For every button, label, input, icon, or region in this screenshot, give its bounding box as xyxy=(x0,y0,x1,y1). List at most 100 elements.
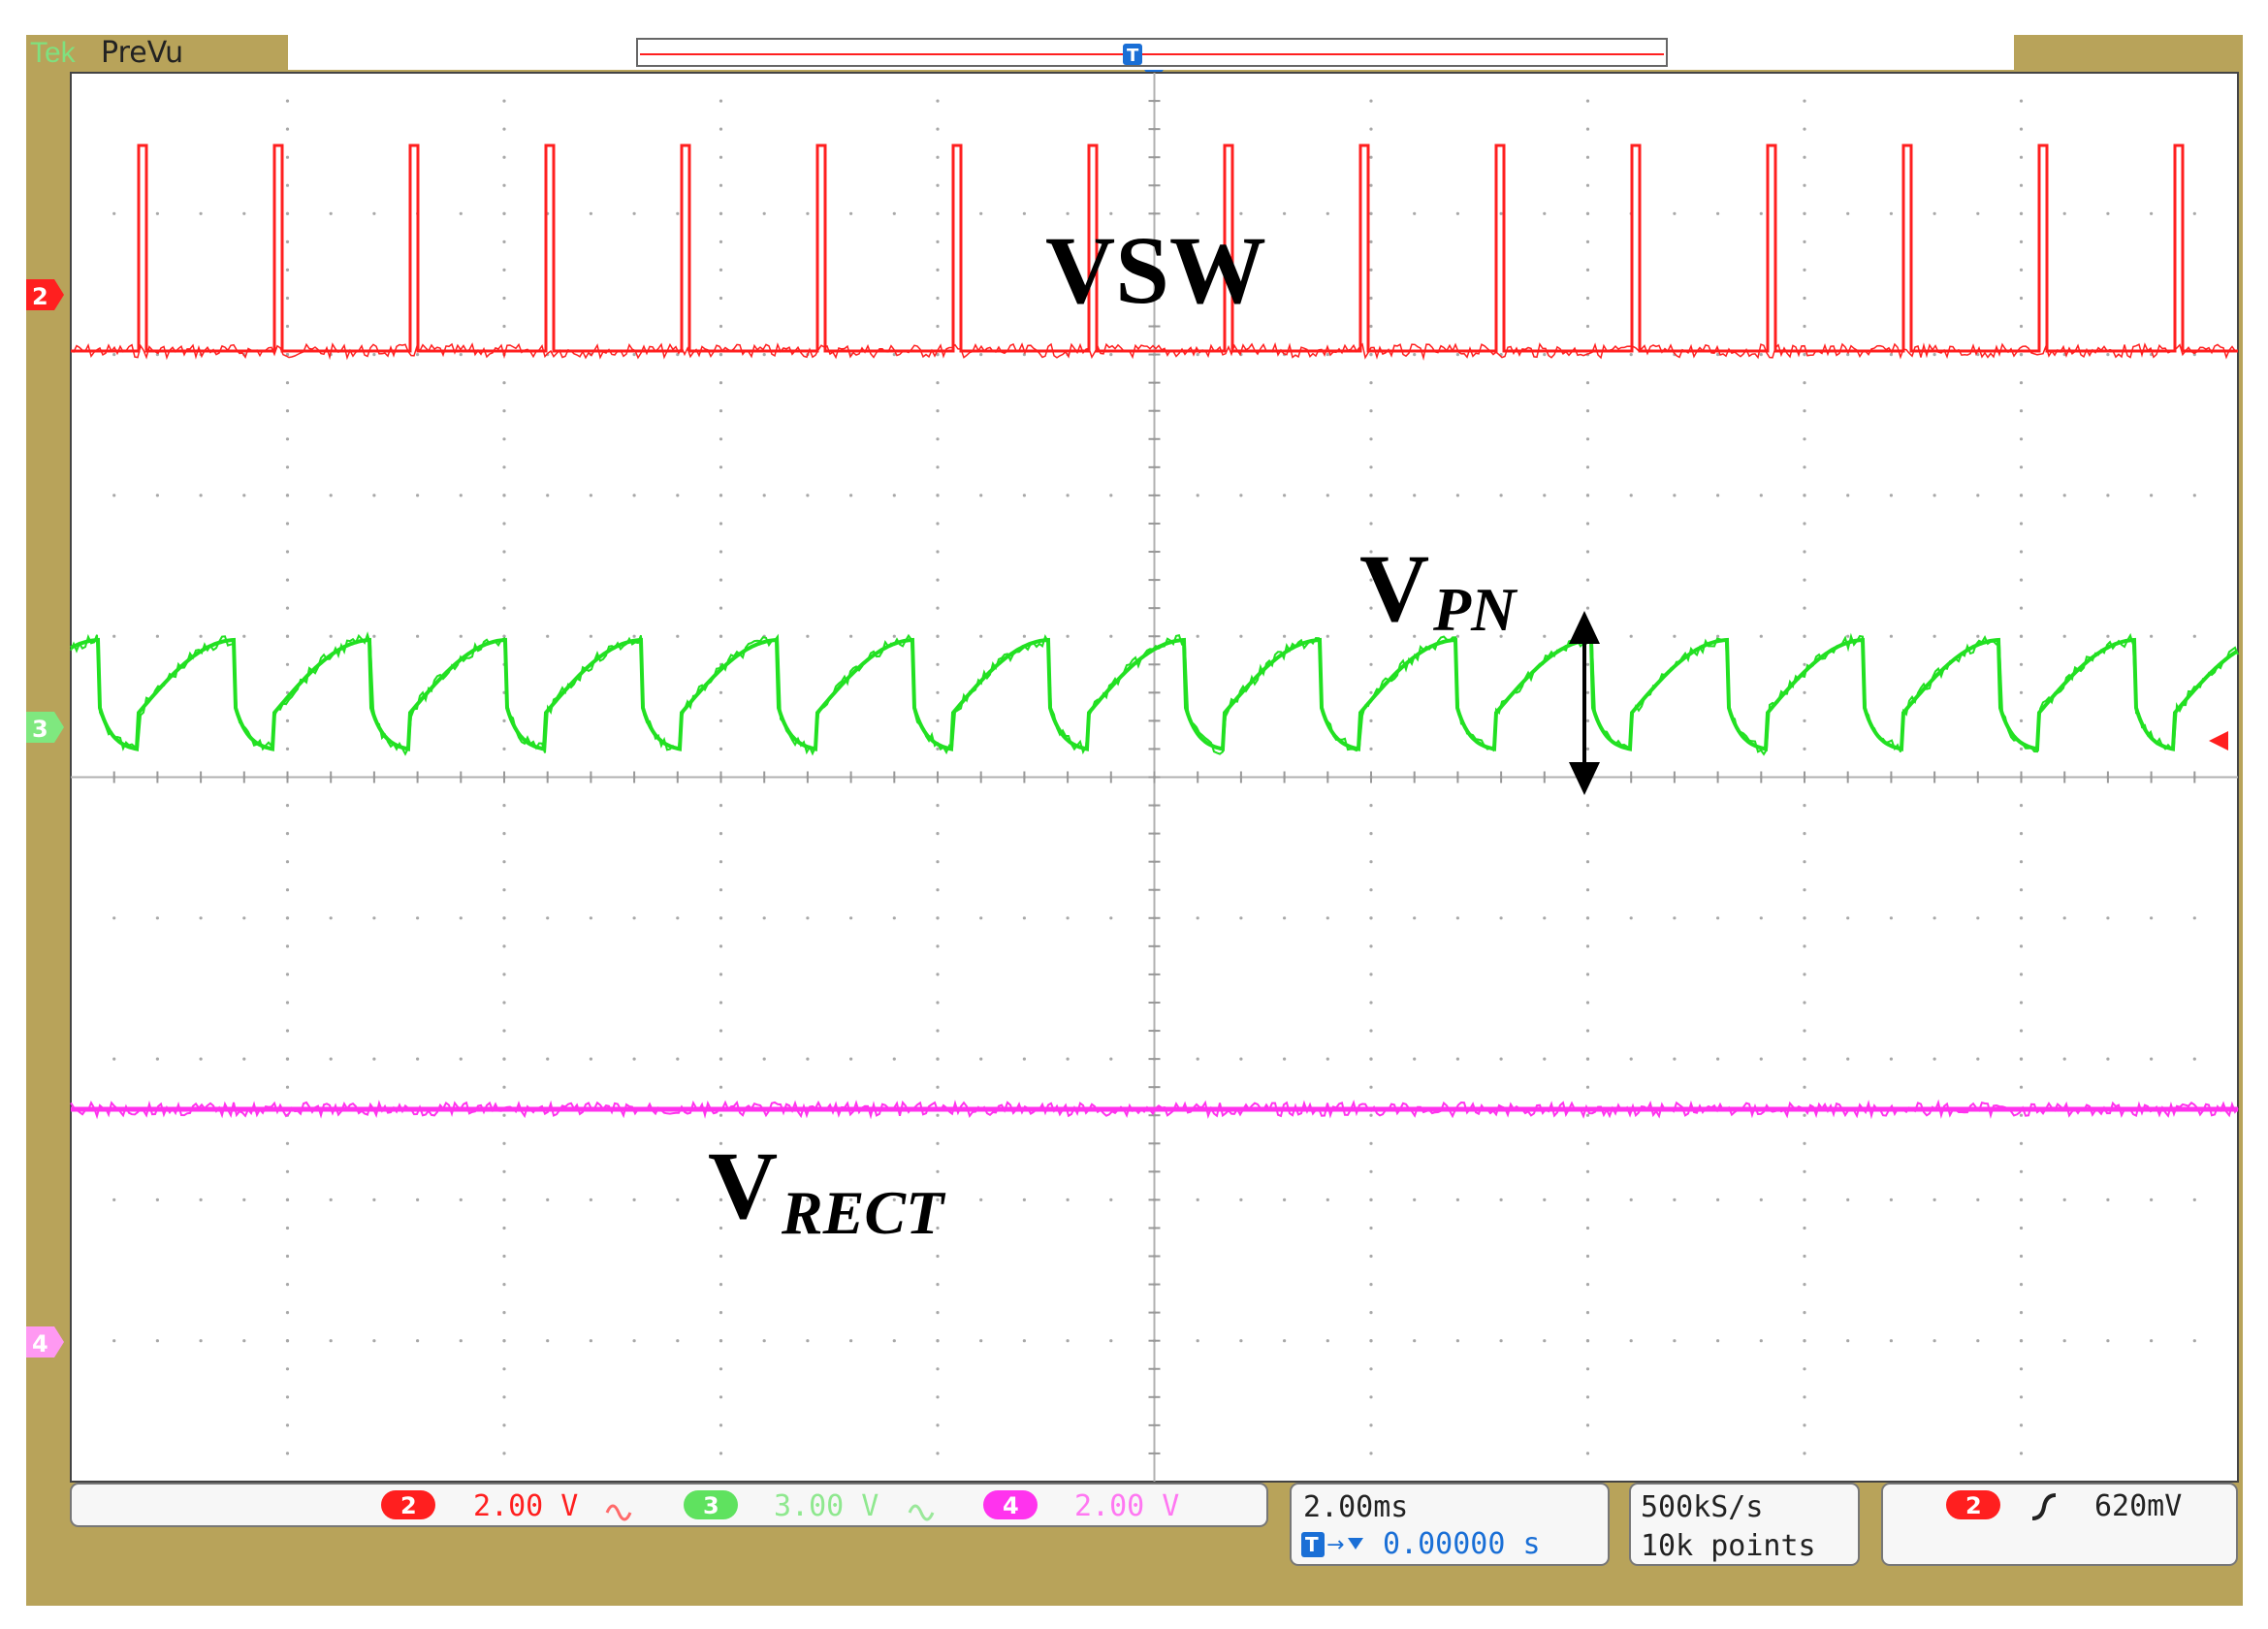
grid-dot xyxy=(1716,1339,1720,1343)
ch4-status-num: 4 xyxy=(1003,1492,1019,1519)
grid-dot xyxy=(1455,494,1459,497)
grid-dot xyxy=(1933,1057,1936,1061)
grid-dot xyxy=(1239,1057,1243,1061)
ch2-ground-marker[interactable]: 2 xyxy=(26,279,64,310)
grid-dot xyxy=(1543,916,1547,920)
grid-dot xyxy=(849,1198,853,1201)
grid-dot xyxy=(936,1141,940,1145)
grid-dot xyxy=(546,494,550,497)
grid-dot xyxy=(1109,494,1113,497)
vertical-status-panel[interactable] xyxy=(70,1483,1268,1527)
grid-dot xyxy=(719,127,723,131)
grid-dot xyxy=(1585,240,1590,243)
grid-dot xyxy=(979,353,983,357)
grid-dot xyxy=(2192,1339,2196,1343)
record-view-window[interactable] xyxy=(636,38,1668,67)
grid-dot xyxy=(1109,634,1113,638)
grid-dot xyxy=(502,99,506,103)
grid-dot xyxy=(2062,211,2066,215)
grid-dot xyxy=(1196,1198,1199,1201)
grid-dot xyxy=(1889,1198,1893,1201)
grid-dot xyxy=(1889,1057,1893,1061)
grid-dot xyxy=(1326,353,1329,357)
grid-dot xyxy=(719,690,723,694)
grid-dot xyxy=(1846,1198,1850,1201)
grid-dot xyxy=(502,832,506,836)
grid-dot xyxy=(1673,634,1677,638)
grid-dot xyxy=(502,1395,506,1399)
grid-dot xyxy=(1585,1311,1590,1315)
grid-dot xyxy=(285,155,290,159)
grid-dot xyxy=(719,1367,723,1371)
grid-dot xyxy=(1716,634,1720,638)
grid-dot xyxy=(502,1085,506,1089)
grid-dot xyxy=(936,1452,940,1455)
grid-dot xyxy=(589,494,593,497)
grid-dot xyxy=(762,916,766,920)
grid-dot xyxy=(1369,1141,1373,1145)
grid-dot xyxy=(1369,296,1373,301)
grid-dot xyxy=(1499,211,1503,215)
grid-dot xyxy=(1803,606,1806,610)
grid-dot xyxy=(2106,1198,2110,1201)
ch4-ground-marker[interactable]: 4 xyxy=(26,1326,64,1358)
grid-dot xyxy=(155,634,159,638)
grid-dot xyxy=(719,1169,723,1173)
grid-dot xyxy=(459,1339,463,1343)
grid-dot xyxy=(502,747,506,751)
grid-dot xyxy=(2019,522,2024,526)
grid-dot xyxy=(1933,1198,1936,1201)
horizontal-status-panel[interactable] xyxy=(1290,1483,1610,1566)
ch2-status[interactable]: 2 2.00 V xyxy=(381,1489,632,1523)
grid-dot xyxy=(2019,381,2024,385)
grid-dot xyxy=(1803,465,1806,469)
grid-dot xyxy=(1673,211,1677,215)
trigger-status-panel[interactable] xyxy=(1881,1483,2238,1566)
grid-dot xyxy=(1585,494,1590,497)
grid-dot xyxy=(1022,1339,1026,1343)
grid-dot xyxy=(1196,1339,1199,1343)
grid-dot xyxy=(936,211,940,215)
grid-dot xyxy=(199,916,203,920)
grid-dot xyxy=(1803,494,1806,497)
grid-dot xyxy=(1283,1198,1287,1201)
grid-dot xyxy=(329,634,333,638)
grid-dot xyxy=(372,916,376,920)
grid-dot xyxy=(372,1198,376,1201)
trigger-level-marker-icon[interactable] xyxy=(2209,731,2228,751)
grid-dot xyxy=(502,183,506,187)
ch4-status[interactable]: 4 2.00 V xyxy=(983,1489,1179,1523)
grid-dot xyxy=(1803,522,1806,526)
grid-dot xyxy=(1369,353,1373,357)
grid-dot xyxy=(2019,1029,2024,1033)
ch4-ground-marker-label: 4 xyxy=(32,1330,48,1358)
grid-dot xyxy=(2019,916,2024,920)
grid-dot xyxy=(2192,916,2196,920)
grid-dot xyxy=(502,550,506,554)
trigger-down-arrow-icon xyxy=(1348,1538,1363,1549)
grid-dot xyxy=(1585,860,1590,864)
grid-dot xyxy=(2019,494,2024,497)
grid-dot xyxy=(719,860,723,864)
grid-dot xyxy=(546,634,550,638)
grid-dot xyxy=(1369,1057,1373,1061)
acquisition-status-panel[interactable] xyxy=(1629,1483,1860,1566)
ch3-ground-marker[interactable]: 3 xyxy=(26,712,64,743)
grid-dot xyxy=(936,1226,940,1230)
grid-dot xyxy=(1585,211,1590,215)
grid-dot xyxy=(1369,494,1373,497)
grid-dot xyxy=(2019,804,2024,808)
ch3-status[interactable]: 3 3.00 V xyxy=(684,1489,935,1523)
grid-dot xyxy=(719,944,723,948)
grid-dot xyxy=(1716,211,1720,215)
record-trigger-marker[interactable] xyxy=(1123,44,1142,65)
grid-dot xyxy=(936,690,940,694)
grid-dot xyxy=(1369,1423,1373,1427)
grid-dot xyxy=(2019,690,2024,694)
grid-dot xyxy=(1629,1339,1633,1343)
grid-dot xyxy=(2019,127,2024,131)
grid-dot xyxy=(1759,353,1763,357)
grid-dot xyxy=(155,916,159,920)
grid-dot xyxy=(1326,1057,1329,1061)
